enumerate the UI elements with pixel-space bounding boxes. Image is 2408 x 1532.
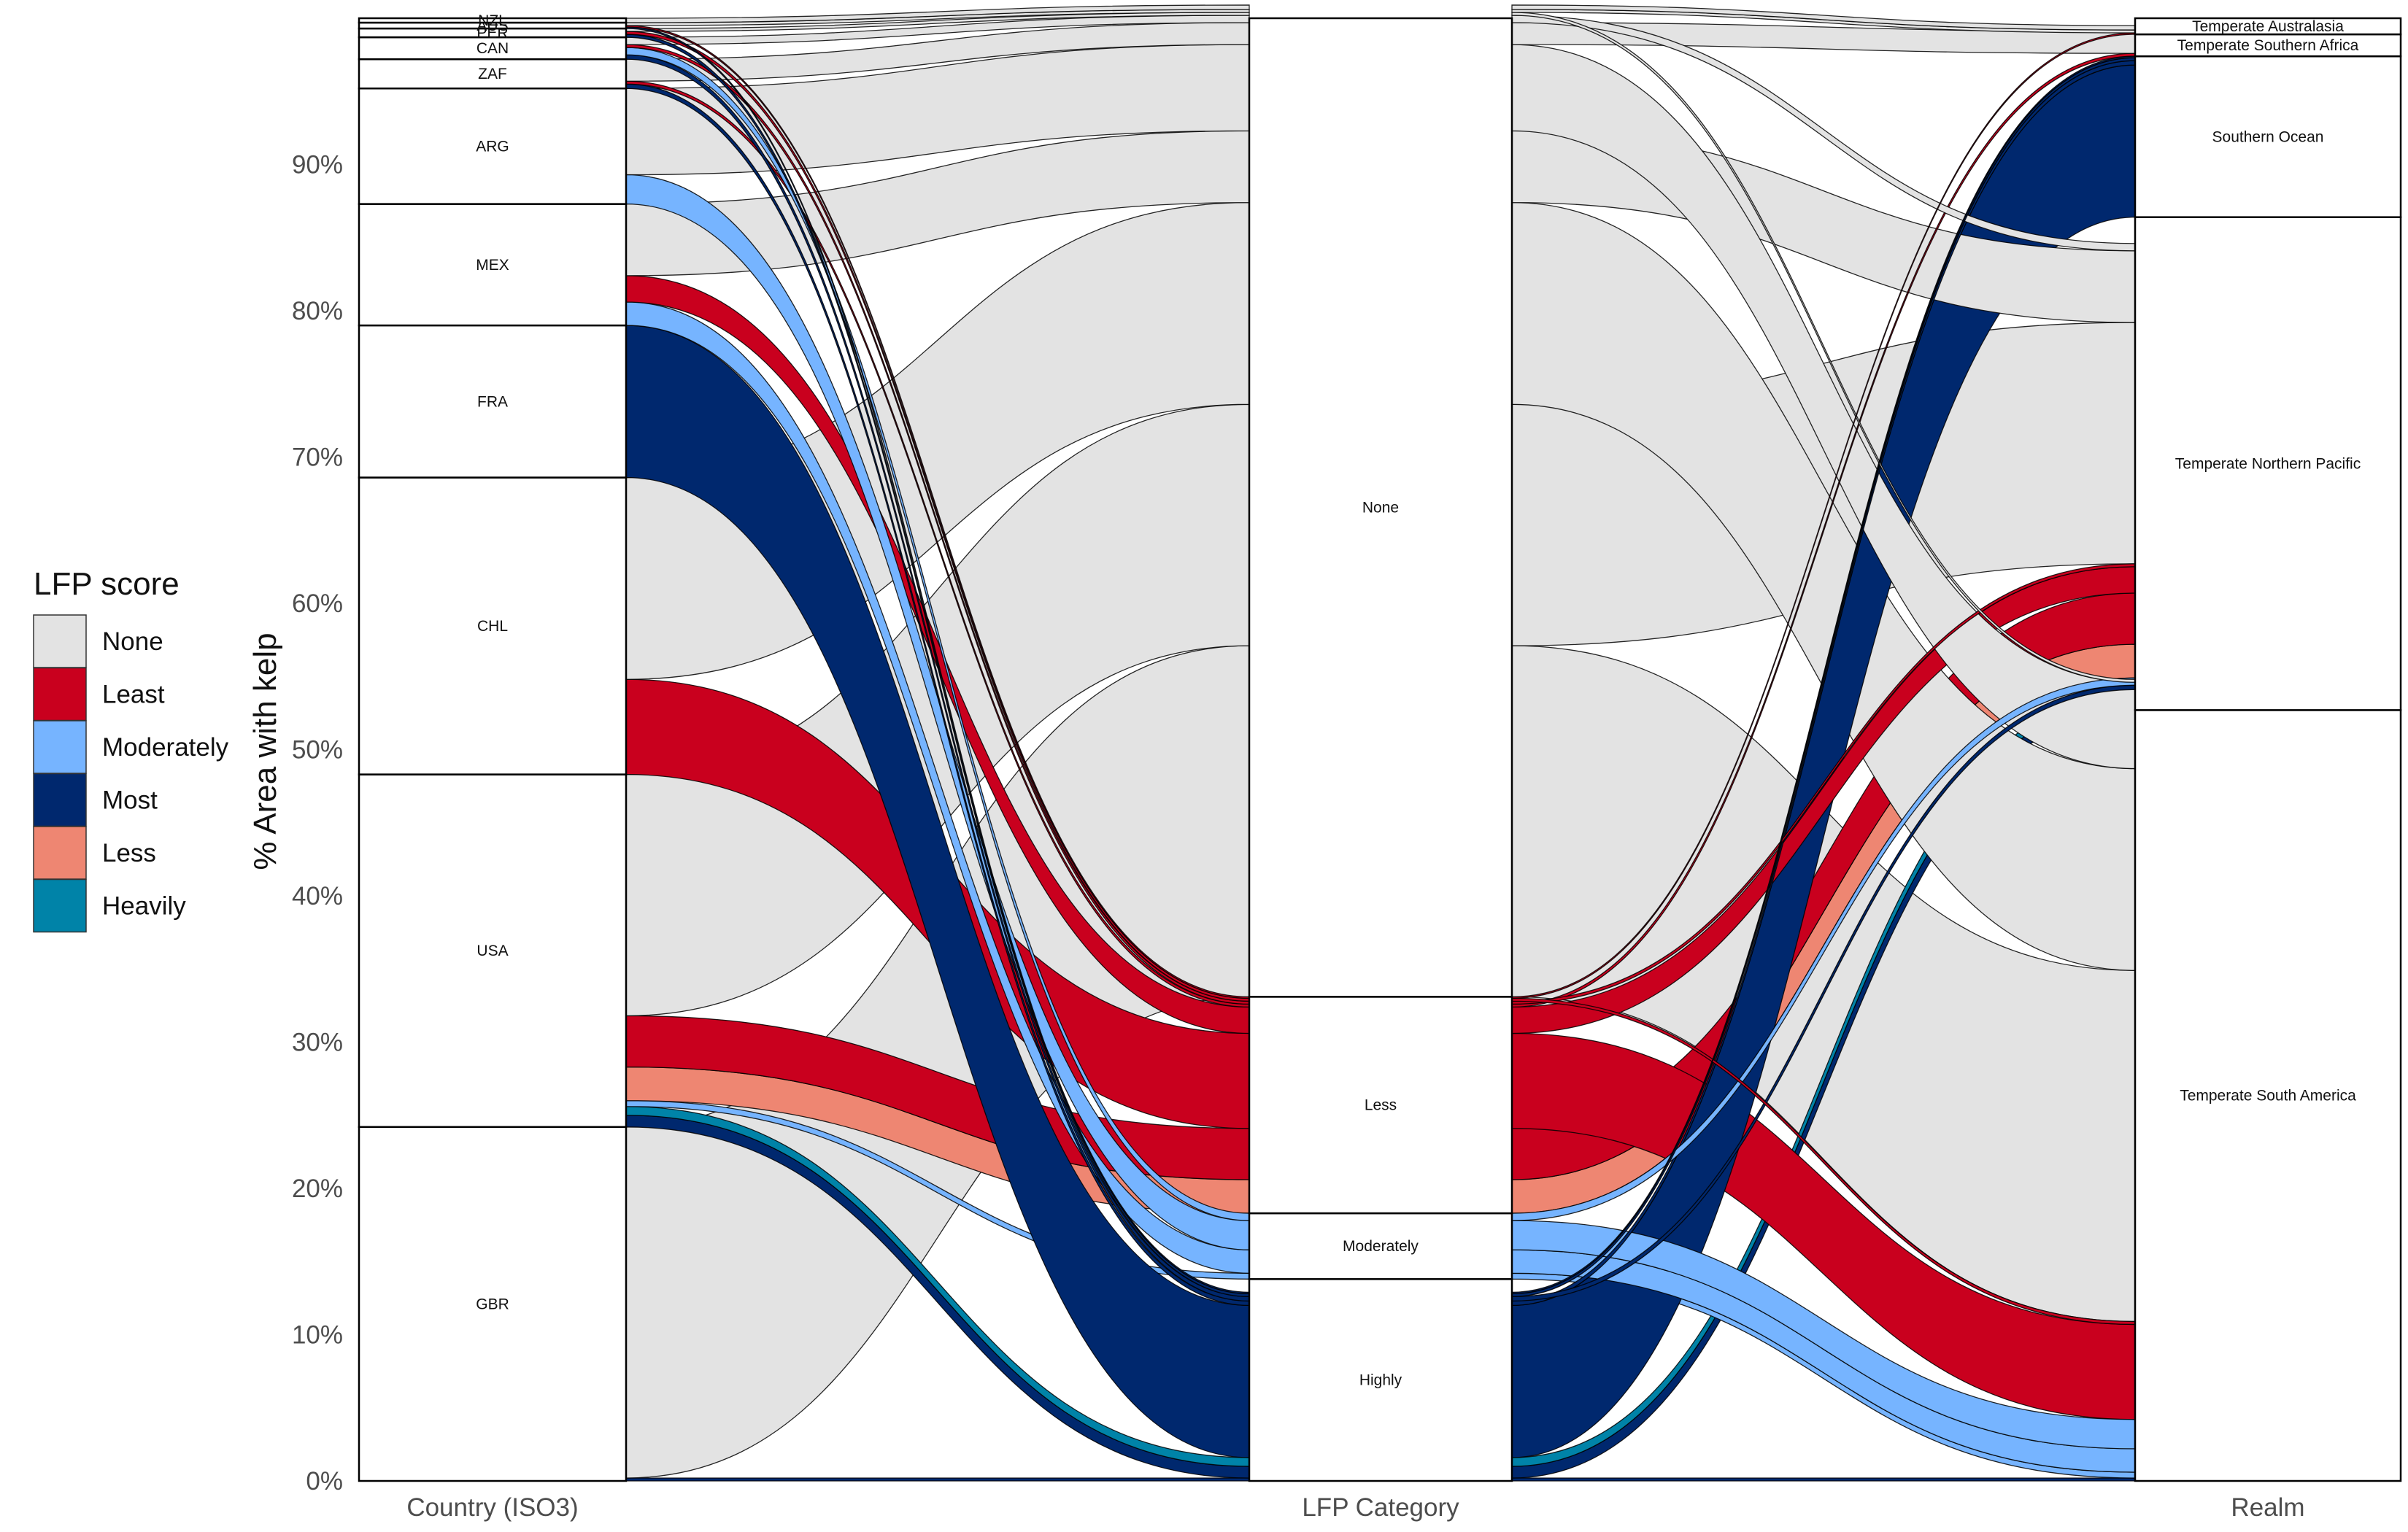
stratum-realm-temperate-south-america xyxy=(2134,709,2402,1482)
legend-item-most: Most xyxy=(33,773,158,827)
stratum-label-temperate-south-america: Temperate South America xyxy=(2180,1088,2356,1104)
stratum-label-less: Less xyxy=(1365,1097,1397,1114)
y-tick-label: 0% xyxy=(306,1467,343,1496)
legend-item-none: None xyxy=(33,614,163,668)
legend-swatch xyxy=(33,773,87,827)
legend-label: Heavily xyxy=(102,892,186,921)
y-tick-label: 10% xyxy=(292,1321,343,1350)
stratum-label-nzl: NZL xyxy=(478,12,507,29)
y-tick-label: 90% xyxy=(292,151,343,179)
y-tick-label: 30% xyxy=(292,1029,343,1057)
stratum-label-none: None xyxy=(1362,500,1399,517)
legend-label: Less xyxy=(102,839,156,867)
legend-item-heavily: Heavily xyxy=(33,878,186,933)
legend-item-less: Less xyxy=(33,826,156,880)
x-axis-label-country-iso3-: Country (ISO3) xyxy=(406,1493,578,1522)
stratum-label-arg: ARG xyxy=(476,138,509,155)
stratum-label-fra: FRA xyxy=(477,393,508,410)
stratum-label-mex: MEX xyxy=(476,257,509,274)
stratum-lfp-less xyxy=(1248,996,1513,1215)
legend-swatch xyxy=(33,878,87,933)
x-axis-label-realm: Realm xyxy=(2231,1493,2304,1522)
stratum-country-mex xyxy=(358,203,628,327)
y-axis: 0% 10% 20% 30% 40% 50% 60% 70% 80% 90% xyxy=(292,151,343,1496)
legend: LFP score None Least Moderately Most Less Hea… xyxy=(33,566,229,933)
stratum-label-usa: USA xyxy=(476,943,508,959)
stratum-realm-temperate-australasia xyxy=(2134,17,2402,36)
legend-item-least: Least xyxy=(33,667,165,721)
stratum-country-gbr xyxy=(358,1126,628,1482)
legend-swatch xyxy=(33,826,87,880)
stratum-label-zaf: ZAF xyxy=(478,66,507,82)
stratum-label-temperate-australasia: Temperate Australasia xyxy=(2192,18,2344,35)
stratum-country-nzl xyxy=(358,17,628,24)
x-axis-label-lfp-category: LFP Category xyxy=(1302,1493,1459,1522)
stratum-country-usa xyxy=(358,773,628,1129)
y-tick-label: 70% xyxy=(292,444,343,472)
flow-zaf-none-temperate-southern-africa-none xyxy=(625,22,2136,82)
stratum-label-temperate-southern-africa: Temperate Southern Africa xyxy=(2177,37,2359,54)
stratum-label-southern-ocean: Southern Ocean xyxy=(2212,128,2324,145)
stratum-label-temperate-northern-pacific: Temperate Northern Pacific xyxy=(2175,456,2361,473)
x-axis: Country (ISO3) LFP Category Realm xyxy=(406,1493,2304,1522)
y-axis-title: % Area with kelp xyxy=(247,632,283,870)
stratum-label-can: CAN xyxy=(476,40,509,57)
flow-ribbon-left xyxy=(625,12,1250,32)
stratum-realm-temperate-northern-pacific xyxy=(2134,216,2402,711)
stratum-country-arg xyxy=(358,87,628,205)
stratum-label-highly: Highly xyxy=(1359,1372,1402,1389)
y-tick-label: 40% xyxy=(292,882,343,910)
legend-label: Least xyxy=(102,681,165,709)
stratum-lfp-moderately xyxy=(1248,1212,1513,1280)
stratum-country-chl xyxy=(358,476,628,775)
stratum-lfp-highly xyxy=(1248,1278,1513,1482)
legend-label: Most xyxy=(102,786,158,815)
stratum-realm-temperate-southern-africa xyxy=(2134,33,2402,58)
stratum-label-gbr: GBR xyxy=(476,1296,509,1312)
y-tick-label: 50% xyxy=(292,736,343,765)
stratum-lfp-none xyxy=(1248,17,1513,998)
legend-swatch xyxy=(33,720,87,774)
stratum-label-chl: CHL xyxy=(477,618,508,635)
legend-label: Moderately xyxy=(102,733,229,762)
y-tick-label: 20% xyxy=(292,1175,343,1203)
stratum-label-moderately: Moderately xyxy=(1343,1238,1419,1255)
strata-layer: GBRUSACHLFRAMEXARGZAFCANPERAUSNZLHighlyM… xyxy=(358,12,2402,1482)
legend-item-moderately: Moderately xyxy=(33,720,229,774)
legend-swatch xyxy=(33,614,87,668)
stratum-country-zaf xyxy=(358,58,628,90)
legend-swatch xyxy=(33,667,87,721)
legend-title: LFP score xyxy=(34,566,180,602)
flows-layer xyxy=(625,4,2136,1482)
flow-ribbon-left xyxy=(625,1477,1250,1482)
y-tick-label: 60% xyxy=(292,589,343,618)
legend-items: None Least Moderately Most Less Heavily xyxy=(33,614,229,933)
stratum-country-fra xyxy=(358,324,628,479)
legend-label: None xyxy=(102,627,163,656)
flow-ribbon-left xyxy=(625,4,1250,23)
y-tick-label: 80% xyxy=(292,297,343,325)
stratum-realm-southern-ocean xyxy=(2134,55,2402,218)
flow-ribbon-right xyxy=(1511,1477,2136,1482)
